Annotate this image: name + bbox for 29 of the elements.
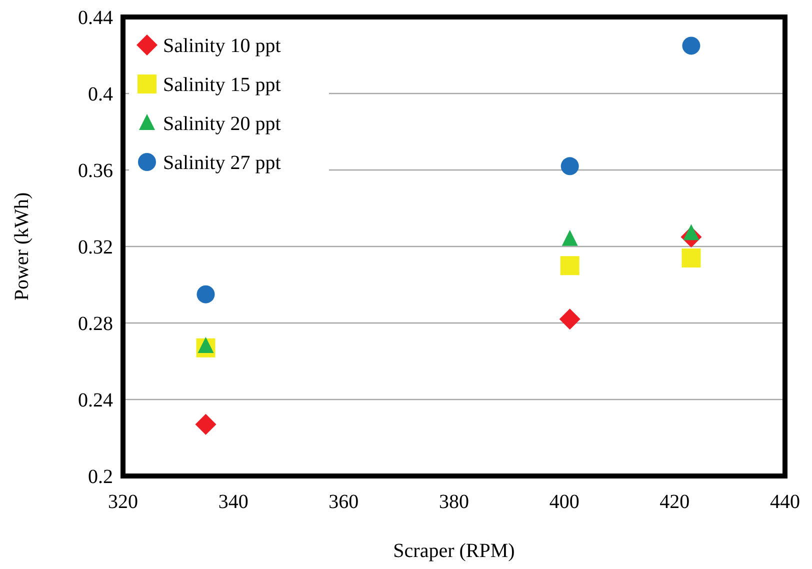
x-tick-label: 380	[439, 491, 469, 513]
point	[560, 256, 580, 276]
x-tick-label: 400	[549, 491, 580, 513]
y-tick-label: 0.36	[78, 160, 113, 182]
point	[195, 414, 216, 435]
point	[682, 248, 701, 268]
point	[682, 36, 700, 55]
point	[198, 336, 214, 353]
y-tick-label: 0.2	[88, 466, 113, 488]
x-tick-label: 340	[218, 491, 248, 513]
point	[196, 285, 215, 304]
legend-label: Salinity 10 ppt	[163, 35, 282, 57]
x-tick-label: 440	[770, 491, 800, 513]
x-tick-label: 320	[108, 491, 138, 513]
y-tick-label: 0.28	[78, 313, 113, 335]
y-tick-label: 0.44	[78, 7, 113, 29]
legend-label: Salinity 15 ppt	[163, 74, 282, 96]
y-axis-title: Power (kWh)	[11, 192, 33, 301]
x-tick-label: 360	[328, 491, 359, 513]
x-axis-title: Scraper (RPM)	[393, 540, 515, 562]
y-tick-label: 0.24	[78, 390, 113, 412]
y-tick-label: 0.4	[88, 84, 113, 106]
point	[560, 157, 579, 176]
x-tick-label: 420	[660, 491, 690, 513]
y-tick-label: 0.32	[78, 236, 113, 258]
legend-label: Salinity 27 ppt	[163, 152, 282, 174]
legend-label: Salinity 20 ppt	[163, 113, 282, 135]
point	[562, 230, 578, 246]
point	[559, 308, 580, 330]
